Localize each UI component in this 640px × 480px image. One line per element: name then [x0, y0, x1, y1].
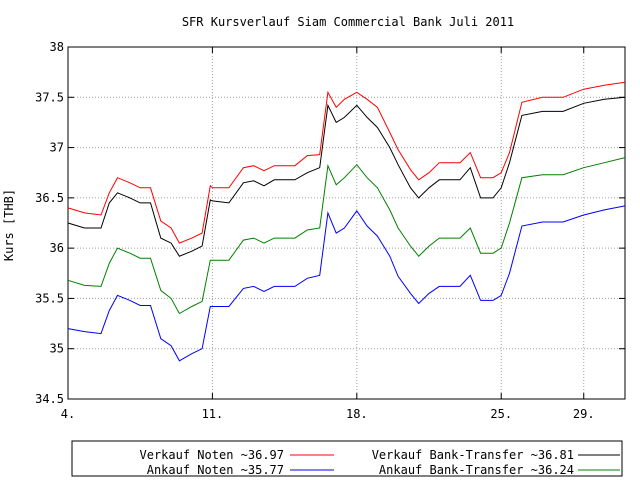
series-line-1 [67, 81, 626, 244]
legend-label-3: Ankauf Noten ~35.77 [147, 463, 284, 477]
gridlines [68, 47, 625, 399]
axes: 34.5 35 35.5 36 36.5 37 37.5 38 4. 11. 18. 25. 29. [35, 40, 626, 421]
legend-label-1: Verkauf Noten ~36.97 [140, 448, 285, 462]
y-tick-label: 37.5 [35, 90, 64, 104]
series-line-3 [67, 205, 626, 362]
y-tick-label: 36.5 [35, 191, 64, 205]
x-tick-label: 4. [61, 407, 75, 421]
series-line-2 [67, 96, 626, 257]
series-lines [67, 81, 626, 362]
series-line-4 [67, 157, 626, 315]
y-axis-label: Kurs [THB] [2, 189, 16, 261]
x-tick-label: 18. [346, 407, 368, 421]
x-tick-label: 11. [202, 407, 224, 421]
legend: Verkauf Noten ~36.97 Verkauf Bank-Transfe… [71, 440, 623, 477]
plot-frame [67, 46, 626, 400]
legend-label-4: Ankauf Bank-Transfer ~36.24 [379, 463, 574, 477]
y-tick-label: 36 [50, 241, 64, 255]
legend-box [71, 440, 623, 477]
legend-label-2: Verkauf Bank-Transfer ~36.81 [372, 448, 574, 462]
x-tick-label: 25. [490, 407, 512, 421]
chart-title: SFR Kursverlauf Siam Commercial Bank Jul… [182, 15, 514, 29]
x-tick-label: 29. [573, 407, 595, 421]
y-tick-label: 34.5 [35, 392, 64, 406]
y-tick-label: 35 [50, 342, 64, 356]
y-tick-label: 37 [50, 141, 64, 155]
y-tick-label: 35.5 [35, 291, 64, 305]
y-tick-label: 38 [50, 40, 64, 54]
